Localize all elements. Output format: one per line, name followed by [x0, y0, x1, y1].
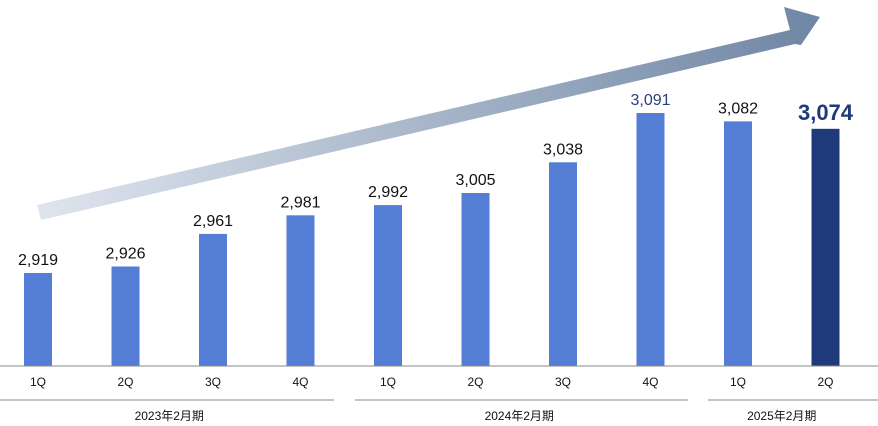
value-label-9: 3,082 [718, 100, 758, 117]
value-label-6: 3,005 [455, 172, 495, 189]
quarter-label-1: 1Q [30, 375, 46, 389]
quarter-label-6: 2Q [467, 375, 483, 389]
value-label-5: 2,992 [368, 184, 408, 201]
quarter-label-10: 2Q [817, 375, 833, 389]
value-label-4: 2,981 [280, 194, 320, 211]
bar-8 [636, 113, 665, 366]
value-label-3: 2,961 [193, 213, 233, 230]
quarter-label-3: 3Q [205, 375, 221, 389]
bar-1 [24, 272, 52, 366]
value-label-2: 2,926 [105, 245, 145, 262]
fiscal-year-label-3: 2025年2月期 [747, 409, 816, 423]
bar-3 [199, 233, 227, 366]
value-label-10: 3,074 [798, 100, 854, 125]
fiscal-year-label-1: 2023年2月期 [135, 409, 204, 423]
fiscal-year-label-2: 2024年2月期 [485, 409, 554, 423]
trend-arrow [37, 7, 820, 220]
quarter-label-4: 4Q [292, 375, 308, 389]
value-label-7: 3,038 [543, 141, 583, 158]
quarter-label-7: 3Q [555, 375, 571, 389]
bar-4 [286, 215, 315, 366]
quarter-label-5: 1Q [380, 375, 396, 389]
quarter-label-2: 2Q [117, 375, 133, 389]
value-label-8: 3,091 [630, 92, 670, 109]
bar-6 [461, 192, 490, 366]
quarter-label-9: 1Q [730, 375, 746, 389]
bar-5 [374, 205, 402, 366]
quarter-label-8: 4Q [642, 375, 658, 389]
bar-2 [111, 266, 140, 366]
value-label-1: 2,919 [18, 252, 58, 269]
bar-10 [811, 128, 840, 366]
bar-9 [724, 121, 752, 366]
bar-7 [549, 162, 577, 366]
